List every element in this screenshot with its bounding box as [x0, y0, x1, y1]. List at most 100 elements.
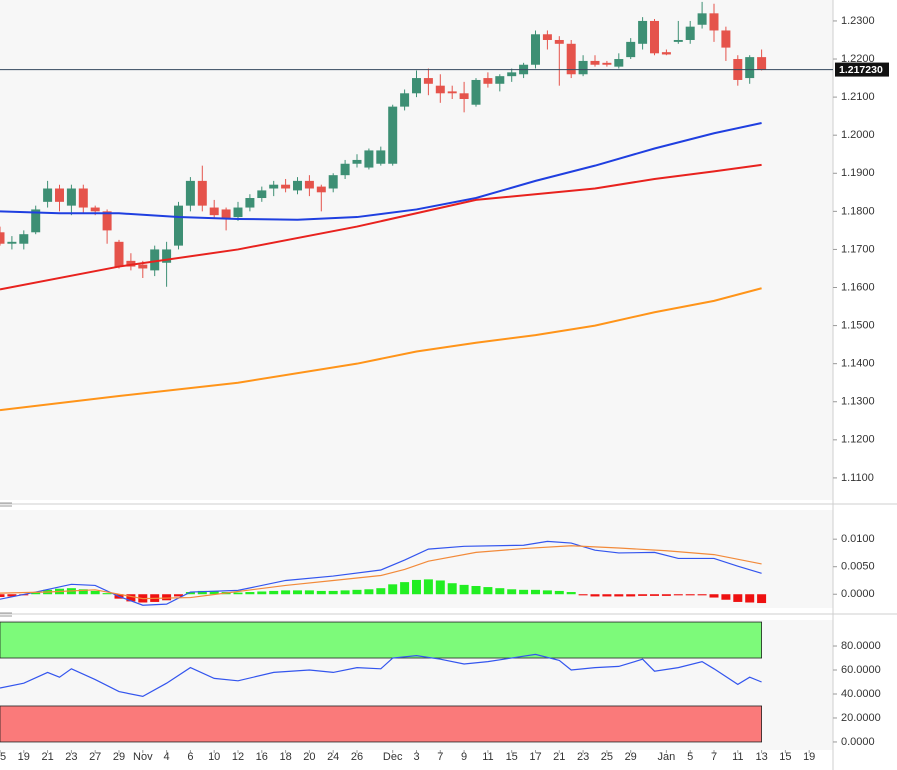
histogram-bar [293, 590, 302, 595]
y-tick-label: 0.0050 [841, 561, 875, 573]
candle-body [328, 175, 338, 189]
indicator-line [0, 163, 762, 291]
histogram-bar [269, 590, 279, 595]
histogram-bar [400, 582, 410, 595]
y-tick-label: 1.1300 [841, 396, 875, 408]
x-tick-label: Nov [133, 751, 153, 763]
histogram-bar [471, 585, 481, 595]
indicator-line [0, 287, 762, 412]
panel-handle[interactable] [0, 502, 12, 617]
candle-body [435, 85, 445, 94]
zone-band [0, 621, 762, 659]
y-tick-label: 60.0000 [841, 664, 881, 676]
candle-body [626, 41, 636, 58]
candle-body [209, 207, 219, 216]
x-tick-label: 25 [601, 751, 613, 763]
candle-body [376, 150, 386, 164]
histogram-bar [650, 594, 659, 596]
x-tick-label: 5 [687, 751, 693, 763]
candle-body [221, 209, 231, 219]
candle-body [531, 34, 540, 65]
histogram-bar [435, 580, 445, 595]
candle-body [650, 20, 659, 54]
candle-body [304, 180, 314, 189]
candle-body [174, 205, 183, 246]
histogram-bar [483, 587, 493, 595]
candle-body [447, 91, 457, 94]
candle-body [721, 30, 731, 48]
candle-body [19, 234, 29, 244]
x-tick-label: 7 [437, 751, 443, 763]
x-tick-label: 13 [755, 751, 767, 763]
candle-body [269, 184, 279, 189]
candle-body [471, 79, 481, 105]
histogram-bar [245, 592, 255, 595]
candle-body [554, 39, 564, 44]
indicator-line [0, 653, 762, 698]
candle-body [757, 57, 767, 70]
candle-body [293, 180, 302, 191]
x-tick-label: 7 [711, 751, 717, 763]
candle-body [7, 241, 17, 244]
histogram-bar [519, 589, 529, 595]
histogram-bar [554, 590, 564, 595]
x-tick-label: 29 [113, 751, 125, 763]
y-tick-label: 1.1800 [841, 205, 875, 217]
histogram-bar [162, 594, 172, 601]
histogram-bar [90, 590, 100, 595]
histogram-bar [697, 594, 707, 596]
histogram-bar [304, 590, 314, 595]
candle-body [614, 59, 624, 67]
histogram-bar [721, 594, 731, 600]
candle-body [126, 260, 136, 267]
candle-body [685, 26, 695, 40]
candle-body [150, 249, 160, 271]
x-tick-label: 11 [732, 751, 743, 763]
candle-body [590, 60, 600, 65]
histogram-bar [340, 590, 350, 595]
x-tick-label: 10 [208, 751, 220, 763]
y-tick-label: 20.0000 [841, 712, 881, 724]
histogram-bar [447, 583, 457, 595]
candle-body [745, 57, 755, 79]
zone-band [0, 705, 762, 743]
histogram-bar [78, 589, 88, 595]
candle-body [245, 198, 255, 208]
histogram-bar [0, 594, 5, 597]
candle-body [542, 34, 552, 40]
histogram-bar [745, 594, 755, 603]
histogram-bar [281, 590, 291, 595]
x-tick-label: 21 [553, 751, 565, 763]
candle-body [90, 207, 100, 212]
candle-body [281, 184, 291, 189]
y-tick-label: 1.2200 [841, 53, 875, 65]
candle-body [638, 20, 648, 44]
y-tick-label: 1.1900 [841, 167, 875, 179]
candle-body [43, 188, 53, 202]
x-tick-label: 23 [577, 751, 589, 763]
y-tick-label: 0.0000 [841, 736, 875, 748]
x-tick-label: 18 [279, 751, 291, 763]
candle-body [31, 209, 41, 233]
x-tick-label: 29 [625, 751, 637, 763]
histogram-bar [590, 594, 600, 597]
histogram-bar [733, 594, 743, 602]
histogram-bar [709, 594, 719, 598]
candle-body [114, 241, 124, 267]
candle-body [352, 159, 362, 164]
candle-body [400, 93, 410, 107]
x-tick-label: 26 [351, 751, 363, 763]
histogram-bar [614, 594, 624, 597]
y-tick-label: 1.1100 [841, 472, 874, 484]
candle-body [495, 76, 505, 84]
y-tick-label: 1.1600 [841, 281, 875, 293]
candle-body [66, 188, 76, 206]
x-tick-label: 21 [41, 751, 53, 763]
x-tick-label: 15 [779, 751, 791, 763]
x-tick-label: 15 [0, 751, 6, 763]
candle-body [364, 150, 374, 168]
histogram-bar [197, 590, 207, 595]
x-tick-label: 19 [18, 751, 30, 763]
histogram-bar [126, 594, 136, 602]
